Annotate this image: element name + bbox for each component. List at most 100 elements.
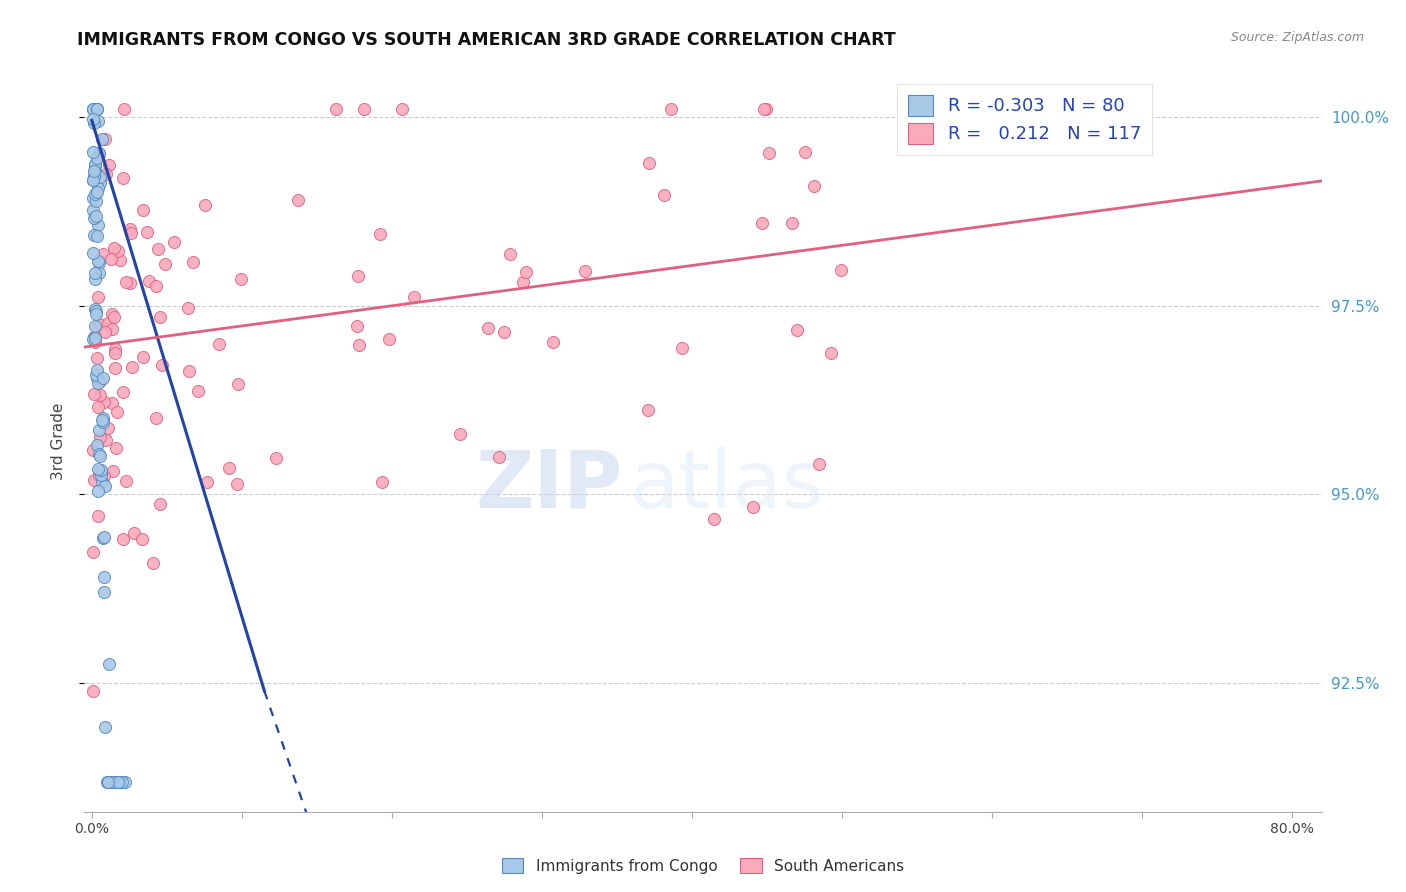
- Point: [84, 318, 107, 333]
- Point: [82, 102, 104, 116]
- Point: [86, 181, 108, 195]
- Point: [118, 222, 141, 236]
- Point: [84, 308, 107, 322]
- Text: IMMIGRANTS FROM CONGO VS SOUTH AMERICAN 3RD GRADE CORRELATION CHART: IMMIGRANTS FROM CONGO VS SOUTH AMERICAN …: [77, 31, 896, 49]
- Point: [87, 424, 110, 438]
- Point: [90, 463, 112, 477]
- Point: [114, 774, 136, 789]
- Text: ZIP: ZIP: [475, 447, 623, 525]
- Point: [89, 147, 111, 161]
- Point: [84, 157, 107, 171]
- Point: [86, 253, 108, 268]
- Point: [325, 102, 347, 116]
- Point: [101, 396, 124, 410]
- Point: [353, 102, 375, 116]
- Point: [512, 276, 534, 290]
- Point: [149, 310, 172, 324]
- Point: [82, 203, 104, 218]
- Point: [83, 329, 105, 343]
- Point: [153, 257, 176, 271]
- Point: [87, 290, 110, 304]
- Point: [89, 176, 111, 190]
- Point: [94, 434, 117, 448]
- Point: [121, 360, 143, 375]
- Point: [131, 351, 153, 365]
- Point: [84, 329, 107, 343]
- Point: [84, 301, 107, 316]
- Point: [91, 475, 114, 489]
- Point: [187, 384, 209, 398]
- Point: [793, 145, 815, 159]
- Point: [94, 132, 117, 146]
- Point: [111, 774, 134, 789]
- Point: [86, 438, 108, 452]
- Point: [87, 400, 110, 414]
- Point: [347, 268, 370, 283]
- Point: [91, 247, 114, 261]
- Point: [82, 112, 104, 126]
- Point: [101, 306, 124, 320]
- Point: [754, 102, 776, 116]
- Point: [86, 102, 108, 116]
- Point: [83, 227, 105, 242]
- Point: [84, 209, 107, 223]
- Point: [105, 405, 128, 419]
- Point: [346, 318, 368, 333]
- Point: [103, 241, 125, 255]
- Point: [100, 252, 122, 266]
- Point: [83, 164, 105, 178]
- Point: [638, 156, 661, 170]
- Legend: R = -0.303   N = 80, R =   0.212   N = 117: R = -0.303 N = 80, R = 0.212 N = 117: [897, 84, 1152, 154]
- Point: [176, 301, 198, 315]
- Point: [229, 272, 252, 286]
- Point: [82, 442, 104, 457]
- Point: [104, 342, 127, 356]
- Point: [131, 532, 153, 546]
- Point: [803, 178, 825, 193]
- Point: [83, 473, 105, 487]
- Point: [84, 331, 107, 345]
- Point: [91, 413, 114, 427]
- Point: [368, 227, 391, 241]
- Point: [659, 102, 682, 116]
- Point: [86, 151, 108, 165]
- Point: [515, 265, 537, 279]
- Point: [108, 252, 131, 267]
- Point: [89, 169, 111, 184]
- Point: [104, 774, 127, 789]
- Point: [751, 216, 773, 230]
- Point: [177, 364, 200, 378]
- Point: [499, 247, 522, 261]
- Point: [101, 322, 124, 336]
- Point: [89, 449, 111, 463]
- Point: [138, 274, 160, 288]
- Y-axis label: 3rd Grade: 3rd Grade: [51, 403, 66, 480]
- Point: [371, 475, 394, 489]
- Point: [703, 512, 725, 526]
- Point: [120, 226, 142, 240]
- Point: [820, 346, 842, 360]
- Point: [94, 326, 117, 340]
- Point: [86, 102, 108, 116]
- Point: [94, 167, 117, 181]
- Point: [89, 317, 111, 331]
- Point: [87, 114, 110, 128]
- Point: [112, 102, 135, 116]
- Point: [87, 468, 110, 483]
- Point: [112, 533, 135, 547]
- Point: [786, 323, 808, 337]
- Point: [84, 335, 107, 350]
- Point: [86, 483, 108, 498]
- Point: [89, 388, 111, 402]
- Point: [91, 410, 114, 425]
- Point: [488, 450, 510, 465]
- Point: [671, 341, 693, 355]
- Point: [807, 457, 830, 471]
- Point: [83, 169, 105, 183]
- Text: atlas: atlas: [628, 447, 823, 525]
- Point: [347, 338, 370, 352]
- Point: [82, 683, 104, 698]
- Point: [86, 229, 108, 244]
- Point: [87, 446, 110, 460]
- Point: [84, 271, 107, 285]
